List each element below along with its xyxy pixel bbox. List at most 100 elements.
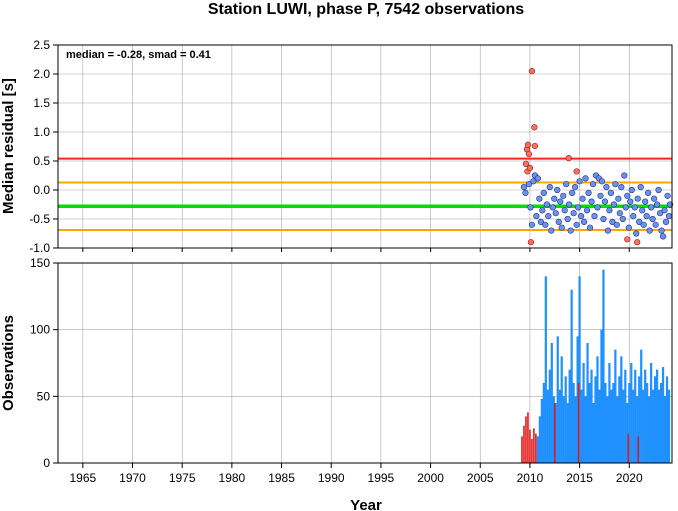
- observation-bar: [584, 396, 587, 463]
- observation-bar: [546, 389, 549, 463]
- observation-bar: [644, 369, 647, 463]
- residual-point: [528, 221, 536, 228]
- residual-point: [639, 207, 646, 214]
- residual-point: [649, 215, 656, 223]
- observation-bar: [576, 336, 579, 463]
- year-x-tick-label: 1965: [69, 471, 96, 485]
- residual-point: [648, 204, 655, 211]
- residual-point: [540, 189, 547, 196]
- outlier-point: [531, 124, 538, 131]
- observation-bar: [600, 329, 603, 463]
- observations-y-tick-label: 0: [43, 456, 50, 470]
- residual-point: [627, 198, 634, 205]
- residual-point: [642, 198, 649, 205]
- observation-bar: [663, 396, 667, 463]
- residual-point: [583, 207, 591, 214]
- residual-point: [549, 204, 556, 211]
- residual-point: [585, 189, 592, 196]
- residual-point: [658, 227, 665, 234]
- residual-point: [606, 207, 613, 214]
- observation-bar: [606, 396, 609, 463]
- residual-point: [603, 184, 610, 191]
- year-x-tick-label: 2010: [517, 471, 544, 485]
- residual-point: [575, 204, 582, 211]
- residual-point: [659, 233, 667, 240]
- residual-point: [582, 175, 589, 182]
- observation-bar: [620, 356, 623, 463]
- observation-bar: [626, 403, 629, 463]
- observation-bar: [608, 363, 611, 463]
- residual-point: [609, 218, 616, 225]
- residual-point: [545, 213, 552, 220]
- residual-point: [666, 201, 674, 208]
- residual-point: [631, 204, 638, 211]
- residual-point: [527, 204, 534, 211]
- observation-bars: [521, 269, 671, 463]
- residual-y-tick-label: -0.5: [29, 212, 50, 226]
- residual-point: [548, 227, 555, 234]
- observations-y-axis-title: Observations: [0, 315, 17, 411]
- observation-bar: [616, 396, 619, 463]
- observations-panel-frame: [57, 262, 673, 464]
- observation-bar: [604, 383, 607, 463]
- residual-point: [561, 207, 568, 214]
- x-axis-title: Year: [350, 497, 382, 511]
- highlight-bar: [627, 433, 630, 463]
- observation-bar: [661, 367, 665, 463]
- observation-bar: [562, 396, 565, 463]
- residual-y-tick-label: 1.0: [33, 125, 50, 139]
- residual-point: [656, 210, 664, 217]
- highlight-bar: [533, 428, 535, 463]
- residual-point: [577, 213, 585, 220]
- observation-bar: [592, 403, 595, 463]
- observations-y-ticks: 150 100 50 0: [30, 256, 58, 470]
- year-x-tick-label: 1995: [368, 471, 395, 485]
- residual-point: [520, 184, 528, 191]
- residual-point: [655, 186, 662, 194]
- residual-point: [594, 204, 601, 211]
- observation-bar: [610, 389, 613, 463]
- observation-bar: [572, 383, 575, 463]
- residual-point: [557, 198, 564, 205]
- year-x-tick-label: 1970: [119, 471, 146, 485]
- outlier-point: [531, 142, 538, 150]
- observation-bar: [538, 416, 541, 463]
- residual-point: [640, 221, 647, 228]
- observation-bar: [554, 403, 557, 463]
- residual-point: [572, 184, 579, 191]
- residual-point: [624, 192, 631, 199]
- observation-bar: [655, 369, 659, 463]
- observation-bar: [628, 383, 631, 463]
- observation-bar: [566, 403, 569, 463]
- residual-point: [621, 172, 628, 179]
- year-x-tick-label: 1975: [169, 471, 196, 485]
- residual-point: [616, 210, 623, 217]
- observation-bar: [630, 363, 633, 463]
- observation-bar: [654, 376, 657, 463]
- highlight-bar: [535, 433, 537, 463]
- observation-bar: [650, 363, 653, 463]
- observation-bar: [542, 383, 545, 463]
- residual-y-tick-label: 0.5: [33, 154, 50, 168]
- residual-panel: 2.5 2.0 1.5 1.0 0.5 0.0 -0.5 -1.0 median = -0.2…: [0, 38, 674, 255]
- residual-y-tick-label: -1.0: [29, 241, 50, 255]
- observation-bar: [634, 369, 637, 463]
- observation-bar: [657, 389, 661, 463]
- highlight-bar: [529, 429, 531, 463]
- outlier-point: [524, 141, 532, 148]
- residual-point: [558, 224, 565, 231]
- residual-point: [555, 218, 562, 225]
- year-x-tick-label: 1990: [318, 471, 345, 485]
- residual-point: [533, 213, 540, 220]
- observation-bar: [646, 383, 649, 463]
- outlier-point: [525, 150, 533, 158]
- year-x-tick-label: 2000: [417, 471, 444, 485]
- residual-point: [591, 213, 598, 220]
- residual-point: [652, 221, 659, 228]
- outlier-point: [565, 155, 572, 162]
- residual-point: [560, 192, 567, 199]
- highlight-bar: [553, 403, 556, 463]
- residual-point: [580, 218, 588, 225]
- residual-point: [607, 189, 614, 196]
- observation-bar: [648, 396, 651, 463]
